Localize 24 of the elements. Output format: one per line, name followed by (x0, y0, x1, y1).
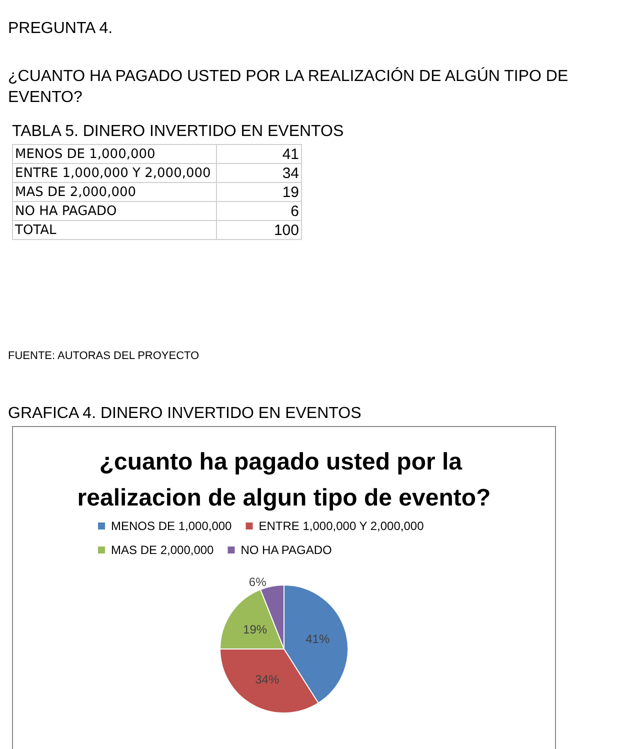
text: 34 (216, 164, 302, 182)
text: 41 (216, 144, 302, 164)
legend-label: MENOS DE 1,000,000 (111, 519, 232, 533)
category-label: MENOS DE 1,000,000 (15, 146, 156, 162)
data-label: 19% (243, 622, 268, 636)
legend-label: NO HA PAGADO (240, 543, 332, 557)
text: 100 (216, 220, 302, 240)
data-label: 6% (248, 575, 267, 590)
legend-label: ENTRE 1,000,000 Y 2,000,000 (258, 519, 424, 533)
source-note: FUENTE: AUTORAS DEL PROYECTO (8, 350, 200, 362)
text: TABLA 5. DINERO INVERTIDO EN EVENTOS (12, 123, 344, 141)
text: 19 (216, 182, 302, 202)
text: GRAFICA 4. DINERO INVERTIDO EN EVENTOS (8, 405, 362, 423)
text: ¿CUANTO HA PAGADO USTED POR LA REALIZACIÓN DE ALGÚN TIPO DE EVENTO? (8, 66, 570, 108)
data-label: 34% (255, 672, 280, 687)
category-label: MAS DE 2,000,000 (15, 184, 136, 200)
chart-title: ¿cuanto ha pagado usted por la realizacion de algun tipo de evento? (77, 448, 491, 512)
text: PREGUNTA 4. (8, 20, 113, 38)
text: TOTAL (12, 220, 216, 240)
category-label: NO HA PAGADO (15, 204, 117, 218)
data-label: 41% (306, 632, 330, 646)
legend-label: MAS DE 2,000,000 (111, 543, 214, 557)
category-label: ENTRE 1,000,000 Y 2,000,000 (15, 166, 211, 180)
text: 6 (216, 202, 302, 220)
